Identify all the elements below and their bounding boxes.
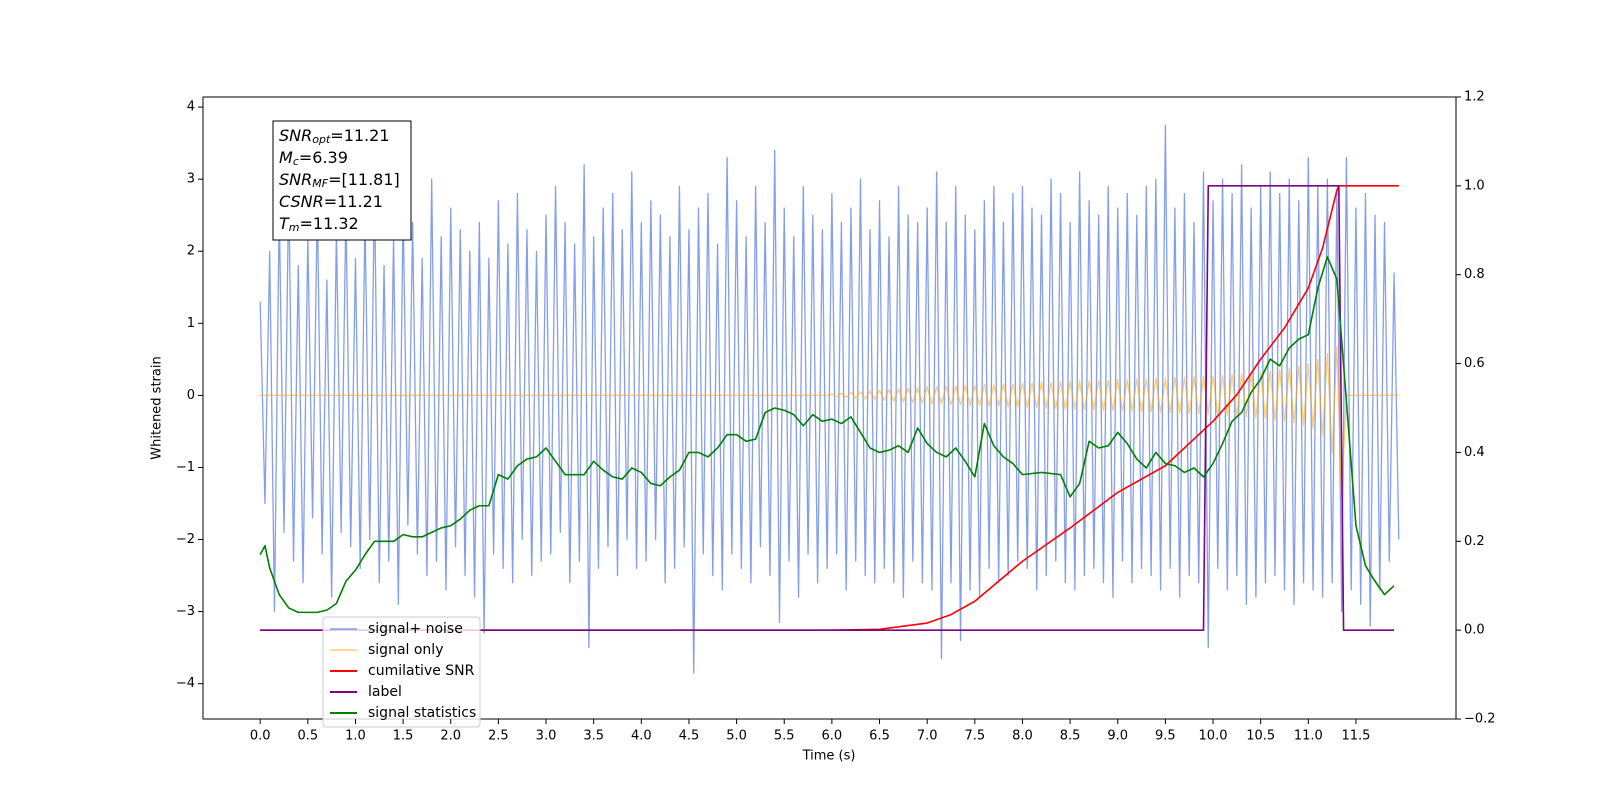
x-tick-label: 5.5 [774, 729, 795, 744]
annotation-value: =6.39 [299, 148, 348, 167]
annotation-symbol: T [279, 214, 290, 233]
y2-tick-label: 1.2 [1464, 90, 1485, 105]
annotation-value: =11.21 [330, 126, 389, 145]
legend-label: signal statistics [368, 705, 476, 721]
annotation-line: Tm=11.32 [279, 214, 359, 235]
annotation-symbol: CSNR [279, 192, 324, 211]
annotation-value: =11.32 [300, 214, 359, 233]
x-tick-label: 3.0 [536, 729, 557, 744]
annotation-frame [272, 120, 412, 241]
y-tick-label: 3 [187, 172, 195, 187]
x-tick-label: 1.5 [393, 729, 414, 744]
y-axis-label: Whitened strain [150, 356, 165, 459]
y-tick-label: 0 [187, 388, 195, 403]
series-line [259, 256, 1395, 614]
x-tick-label: 2.0 [440, 729, 461, 744]
legend-label: signal only [368, 642, 443, 658]
annotation-line: Mc=6.39 [279, 148, 348, 169]
y-tick-label: −1 [176, 460, 195, 475]
legend-label: label [368, 684, 402, 700]
annotation-value: =[11.81] [328, 170, 400, 189]
y2-tick-label: 0.0 [1464, 623, 1485, 638]
x-tick-label: 4.0 [631, 729, 652, 744]
x-tick-label: 5.0 [726, 729, 747, 744]
annotation-symbol: SNR [279, 170, 312, 189]
annotation-value: =11.21 [324, 192, 383, 211]
series-line [259, 124, 1400, 674]
y-tick-label: 4 [187, 100, 195, 115]
x-tick-label: 7.5 [964, 729, 985, 744]
annotation-line: SNRMF=[11.81] [279, 170, 400, 191]
y-tick-label: −4 [176, 676, 195, 691]
x-tick-label: 9.5 [1155, 729, 1176, 744]
plot-area [259, 124, 1400, 674]
series-line [260, 345, 1399, 497]
x-tick-label: 0.5 [297, 729, 318, 744]
annotation-line: CSNR=11.21 [279, 192, 383, 211]
annotation-subscript: c [293, 155, 299, 168]
annotation-subscript: MF [312, 177, 328, 190]
legend: signal+ noise signal only cumilative SNR la… [322, 616, 481, 728]
y2-tick-label: −0.2 [1464, 712, 1496, 727]
y-tick-label: 2 [187, 244, 195, 259]
annotation-symbol: M [279, 148, 293, 167]
annotation-box: SNRopt=11.21Mc=6.39SNRMF=[11.81]CSNR=11.… [272, 120, 412, 241]
annotation-subscript: m [289, 221, 300, 234]
series-line [260, 185, 1399, 631]
x-tick-label: 7.0 [917, 729, 938, 744]
x-tick-label: 10.5 [1246, 729, 1275, 744]
x-tick-label: 6.0 [822, 729, 843, 744]
y-tick-label: −2 [176, 532, 195, 547]
annotation-line: SNRopt=11.21 [279, 126, 390, 147]
y2-tick-label: 0.6 [1464, 356, 1485, 371]
y2-tick-label: 0.8 [1464, 267, 1485, 282]
x-tick-label: 3.5 [583, 729, 604, 744]
x-tick-label: 11.5 [1341, 729, 1370, 744]
y2-tick-label: 0.2 [1464, 534, 1485, 549]
legend-frame [322, 616, 481, 728]
x-tick-label: 11.0 [1294, 729, 1323, 744]
y-tick-label: −3 [176, 604, 195, 619]
y-tick-label: 1 [187, 316, 195, 331]
y2-tick-label: 0.4 [1464, 445, 1485, 460]
annotation-subscript: opt [312, 133, 331, 146]
x-tick-label: 9.0 [1107, 729, 1128, 744]
axes-frame [202, 96, 1457, 720]
x-tick-label: 8.5 [1060, 729, 1081, 744]
x-axis-label: Time (s) [802, 749, 856, 764]
y2-tick-label: 1.0 [1464, 178, 1485, 193]
legend-label: signal+ noise [368, 621, 463, 637]
x-tick-label: 6.5 [869, 729, 890, 744]
x-tick-label: 2.5 [488, 729, 509, 744]
x-tick-label: 0.0 [250, 729, 271, 744]
x-tick-label: 4.5 [679, 729, 700, 744]
x-tick-label: 10.0 [1199, 729, 1228, 744]
x-tick-label: 8.0 [1012, 729, 1033, 744]
x-tick-label: 1.0 [345, 729, 366, 744]
series-line [260, 185, 1395, 631]
legend-label: cumilative SNR [368, 663, 475, 679]
annotation-symbol: SNR [279, 126, 312, 145]
